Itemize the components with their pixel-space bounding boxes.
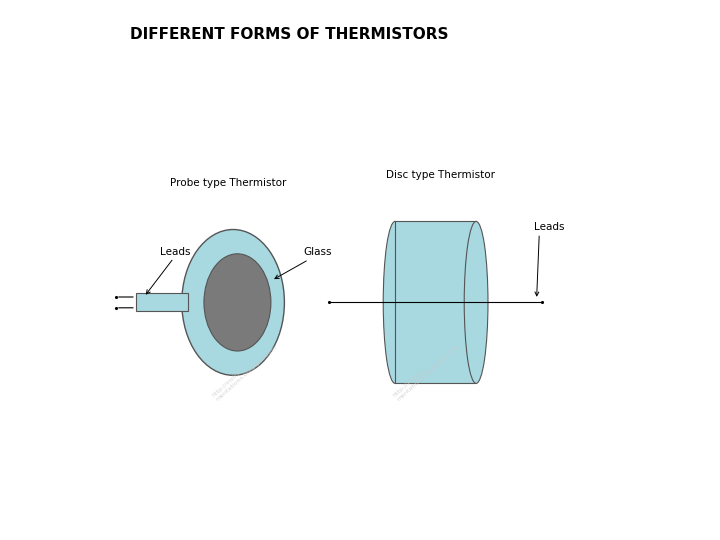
Ellipse shape bbox=[464, 221, 488, 383]
Text: DIFFERENT FORMS OF THERMISTORS: DIFFERENT FORMS OF THERMISTORS bbox=[130, 27, 449, 42]
Ellipse shape bbox=[383, 221, 407, 383]
Text: Disc type Thermistor: Disc type Thermistor bbox=[387, 170, 495, 180]
Text: Leads: Leads bbox=[160, 247, 191, 257]
Text: http://instru
mentations.blogspot.com: http://instru mentations.blogspot.com bbox=[212, 340, 279, 402]
FancyBboxPatch shape bbox=[136, 293, 189, 311]
FancyBboxPatch shape bbox=[395, 221, 476, 383]
Text: Glass: Glass bbox=[303, 247, 332, 257]
Ellipse shape bbox=[204, 254, 271, 351]
Text: Leads: Leads bbox=[534, 222, 564, 232]
Ellipse shape bbox=[181, 230, 284, 375]
Text: Probe type Thermistor: Probe type Thermistor bbox=[169, 178, 286, 188]
Text: http://instru
mentations.blogspot.com: http://instru mentations.blogspot.com bbox=[392, 340, 459, 402]
